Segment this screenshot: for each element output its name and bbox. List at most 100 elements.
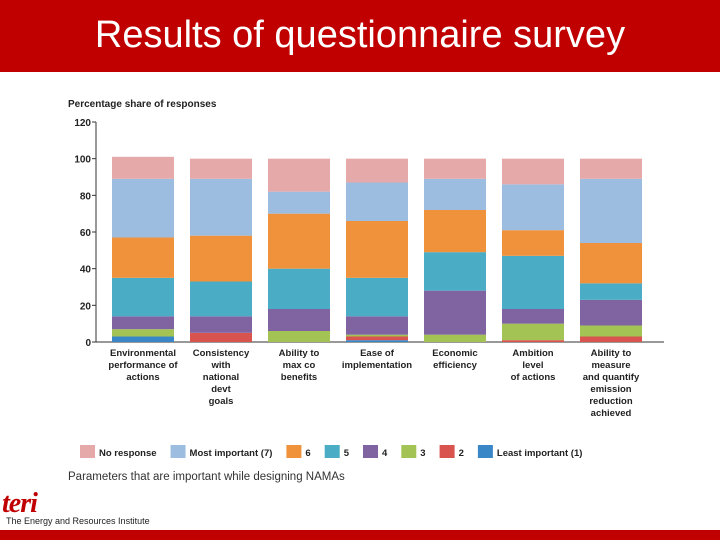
bar-segment xyxy=(502,184,564,231)
bar-segment xyxy=(346,182,408,221)
bar-segment xyxy=(346,221,408,278)
legend-label: 4 xyxy=(382,448,388,459)
bar-segment xyxy=(112,156,174,179)
x-tick-label: efficiency xyxy=(433,360,478,371)
bar-segment xyxy=(424,158,486,179)
bar-segment xyxy=(424,178,486,210)
title-bar: Results of questionnaire survey xyxy=(0,0,720,72)
legend-label: 3 xyxy=(420,448,425,459)
bar-segment xyxy=(112,277,174,317)
x-tick-label: reduction xyxy=(589,396,632,407)
slide-title: Results of questionnaire survey xyxy=(94,14,626,56)
logo-wordmark: teri xyxy=(2,488,38,519)
legend-swatch xyxy=(401,445,417,458)
legend-label: 6 xyxy=(305,448,310,459)
legend-label: 5 xyxy=(344,448,350,459)
x-tick-label: performance of xyxy=(108,360,178,371)
bar-segment xyxy=(424,334,486,342)
bar-segment xyxy=(424,252,486,291)
x-tick-label: devt xyxy=(211,384,231,395)
bar-segment xyxy=(190,332,252,342)
x-tick-label: and quantify xyxy=(583,372,640,383)
legend-swatch xyxy=(80,445,95,458)
y-tick-label: 40 xyxy=(80,265,92,276)
x-tick-label: with xyxy=(211,360,231,371)
bar-segment xyxy=(268,309,330,331)
x-tick-label: max co xyxy=(283,360,316,371)
legend-swatch xyxy=(363,445,378,458)
bar-segment xyxy=(502,340,564,342)
bar-segment xyxy=(112,336,174,342)
x-tick-label: actions xyxy=(126,372,159,383)
bar-segment xyxy=(580,178,642,243)
bar-segment xyxy=(112,178,174,238)
bar-segment xyxy=(580,325,642,337)
y-tick-label: 100 xyxy=(74,155,91,166)
x-tick-label: Ambition xyxy=(512,348,553,359)
legend-label: 2 xyxy=(459,448,464,459)
bar-segment xyxy=(502,158,564,185)
y-tick-label: 120 xyxy=(74,118,91,129)
y-axis-label: Percentage share of responses xyxy=(68,99,217,110)
x-tick-label: measure xyxy=(591,360,630,371)
y-tick-label: 60 xyxy=(80,228,92,239)
x-tick-label: national xyxy=(203,372,239,383)
bar-segment xyxy=(346,340,408,342)
y-tick-label: 20 xyxy=(80,301,92,312)
bar-segment xyxy=(580,336,642,342)
legend-swatch xyxy=(477,445,493,458)
legend-label: No response xyxy=(99,448,157,459)
bar-segment xyxy=(580,283,642,300)
bar-segment xyxy=(580,299,642,326)
legend-swatch xyxy=(324,445,340,458)
bar-segment xyxy=(112,329,174,337)
stacked-bar-chart: Percentage share of responses 0 20 40 60 80 10… xyxy=(68,99,664,459)
bar-segment xyxy=(346,277,408,317)
bar-segment xyxy=(190,235,252,282)
bar-segment xyxy=(580,243,642,284)
bar-segment xyxy=(112,316,174,330)
x-tick-label: Environmental xyxy=(110,348,176,359)
legend-label: Most important (7) xyxy=(190,448,273,459)
chart-caption: Parameters that are important while desi… xyxy=(68,471,345,483)
bar-segment xyxy=(502,230,564,256)
x-tick-label: Consistency xyxy=(193,348,250,359)
y-tick-label: 80 xyxy=(80,191,92,202)
bar-segment xyxy=(580,158,642,179)
bar-segment xyxy=(424,290,486,335)
legend-label: Least important (1) xyxy=(497,448,583,459)
bar-segment xyxy=(268,268,330,309)
legend-swatch xyxy=(439,445,455,458)
bar-segment xyxy=(112,237,174,278)
x-tick-label: emission xyxy=(590,384,631,395)
legend-swatch xyxy=(170,445,186,458)
x-tick-label: benefits xyxy=(281,372,317,383)
x-tick-label: Ability to xyxy=(279,348,320,359)
x-tick-label: goals xyxy=(209,396,234,407)
logo-subtext: The Energy and Resources Institute xyxy=(6,516,150,526)
teri-logo: teri The Energy and Resources Institute xyxy=(2,488,194,526)
bottom-bar xyxy=(0,530,720,540)
x-tick-label: Economic xyxy=(432,348,477,359)
bar-segment xyxy=(346,334,408,337)
bar-segment xyxy=(190,316,252,333)
bar-segment xyxy=(268,331,330,342)
bar-segment xyxy=(502,323,564,341)
bar-segment xyxy=(268,213,330,269)
bar-segment xyxy=(502,309,564,324)
x-tick-label: implementation xyxy=(342,360,412,371)
bar-segment xyxy=(346,316,408,335)
bar-segment xyxy=(268,191,330,214)
bar-segment xyxy=(190,158,252,179)
x-tick-label: achieved xyxy=(591,408,632,419)
bar-segment xyxy=(190,178,252,236)
bar-segment xyxy=(346,336,408,341)
bar-segment xyxy=(346,158,408,183)
bar-segment xyxy=(190,281,252,317)
bar-segment xyxy=(424,210,486,253)
bar-segment xyxy=(502,255,564,309)
x-tick-label: of actions xyxy=(511,372,556,383)
y-tick-label: 0 xyxy=(85,338,91,349)
legend-swatch xyxy=(286,445,302,458)
x-tick-label: Ease of xyxy=(360,348,395,359)
